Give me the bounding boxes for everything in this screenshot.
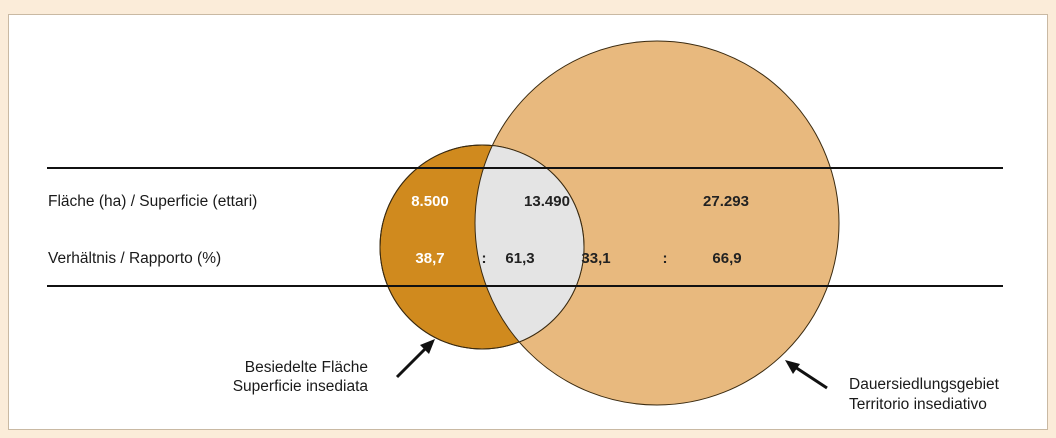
permanent-settlement-label-it: Territorio insediativo — [849, 396, 987, 413]
settled-area-label-de: Besiedelte Fläche — [245, 359, 368, 376]
venn-diagram: Fläche (ha) / Superficie (ettari) Verhäl… — [47, 40, 1003, 413]
permanent-settlement-label-de: Dauersiedlungsgebiet — [849, 376, 1000, 393]
ratio-settled-only-value: 38,7 — [415, 250, 444, 267]
permanent-settlement-arrow — [785, 360, 828, 390]
overlap-area-value: 13.490 — [524, 193, 570, 210]
ratio-row-label: Verhältnis / Rapporto (%) — [48, 250, 221, 267]
figure-panel: Fläche (ha) / Superficie (ettari) Verhäl… — [8, 14, 1048, 430]
ratio-separator-2: : — [663, 250, 668, 267]
ratio-overlap-value-1: 61,3 — [505, 250, 534, 267]
permanent-only-area-value: 27.293 — [703, 193, 749, 210]
settled-area-label-it: Superficie insediata — [233, 378, 369, 395]
ratio-separator-1: : — [482, 250, 487, 267]
area-row-label: Fläche (ha) / Superficie (ettari) — [48, 193, 257, 210]
settled-only-area-value: 8.500 — [411, 193, 449, 210]
ratio-overlap-value-2: 33,1 — [581, 250, 610, 267]
ratio-permanent-only-value: 66,9 — [712, 250, 741, 267]
settled-area-arrow — [395, 339, 435, 379]
